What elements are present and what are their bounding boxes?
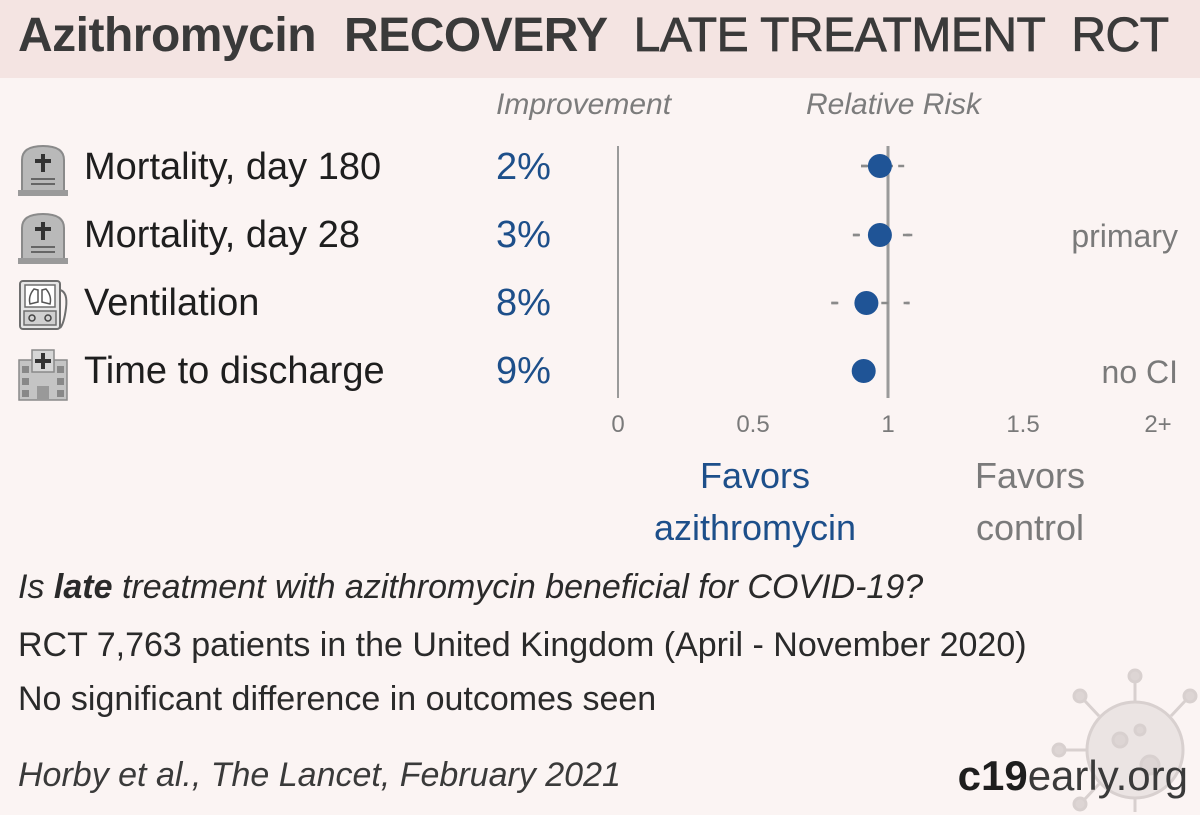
hospital-icon xyxy=(18,349,68,401)
tombstone-icon xyxy=(18,144,68,196)
question-pre: Is xyxy=(18,568,54,606)
favors-control-label: Favors control xyxy=(930,450,1130,554)
rr-point xyxy=(851,359,876,383)
page-title: Azithromycin RECOVERY LATE TREATMENT RCT xyxy=(18,8,1169,63)
result-summary: No significant difference in outcomes se… xyxy=(18,680,657,718)
x-tick-label: 1.5 xyxy=(1006,411,1039,438)
improvement-value: 3% xyxy=(496,214,551,256)
brand-rest: early.org xyxy=(1027,752,1188,799)
rr-point xyxy=(854,291,879,315)
brand-logo[interactable]: c19early.org xyxy=(958,752,1188,800)
favors-right-line1: Favors xyxy=(974,455,1086,496)
outcome-label: Time to discharge xyxy=(84,350,385,392)
outcome-row: Time to discharge 9% no CI xyxy=(0,346,1200,406)
outcome-label: Mortality, day 180 xyxy=(84,146,382,188)
improvement-value: 8% xyxy=(496,282,551,324)
favors-left-line2: azithromycin xyxy=(653,507,857,548)
favors-right-line2: control xyxy=(975,507,1085,548)
favors-left-line1: Favors xyxy=(699,455,811,496)
outcome-row: Mortality, day 28 3% primary xyxy=(0,210,1200,270)
title-design: RCT xyxy=(1071,9,1169,63)
outcome-row: Ventilation 8% xyxy=(0,278,1200,338)
title-drug: Azithromycin xyxy=(18,9,317,62)
summary-question: Is late treatment with azithromycin bene… xyxy=(18,568,923,607)
rr-point xyxy=(867,154,892,178)
study-description: RCT 7,763 patients in the United Kingdom… xyxy=(18,626,1027,664)
citation: Horby et al., The Lancet, February 2021 xyxy=(18,756,621,794)
relative-risk-column-header: Relative Risk xyxy=(806,88,982,121)
outcome-row: Mortality, day 180 2% xyxy=(0,142,1200,202)
ventilator-icon xyxy=(19,280,68,330)
title-trial: RECOVERY xyxy=(344,9,608,62)
x-tick-label: 1 xyxy=(881,411,894,438)
outcome-label: Ventilation xyxy=(84,282,260,324)
rr-point xyxy=(867,223,892,247)
brand-bold: c19 xyxy=(957,752,1028,799)
header-band xyxy=(0,0,1200,78)
virus-icon xyxy=(1051,668,1198,812)
question-post: treatment with azithromycin beneficial f… xyxy=(112,568,924,606)
question-bold: late xyxy=(53,568,113,606)
improvement-column-header: Improvement xyxy=(496,88,672,121)
title-stage: LATE TREATMENT xyxy=(633,9,1046,63)
improvement-value: 2% xyxy=(496,146,551,188)
outcome-note: primary xyxy=(1071,218,1178,254)
x-tick-label: 2+ xyxy=(1144,411,1171,438)
x-tick-label: 0 xyxy=(611,411,624,438)
improvement-value: 9% xyxy=(496,350,551,392)
tombstone-icon xyxy=(18,212,68,264)
x-tick-label: 0.5 xyxy=(736,411,769,438)
favors-treatment-label: Favors azithromycin xyxy=(620,450,890,554)
outcome-note: no CI xyxy=(1101,354,1178,390)
outcome-label: Mortality, day 28 xyxy=(84,214,360,256)
